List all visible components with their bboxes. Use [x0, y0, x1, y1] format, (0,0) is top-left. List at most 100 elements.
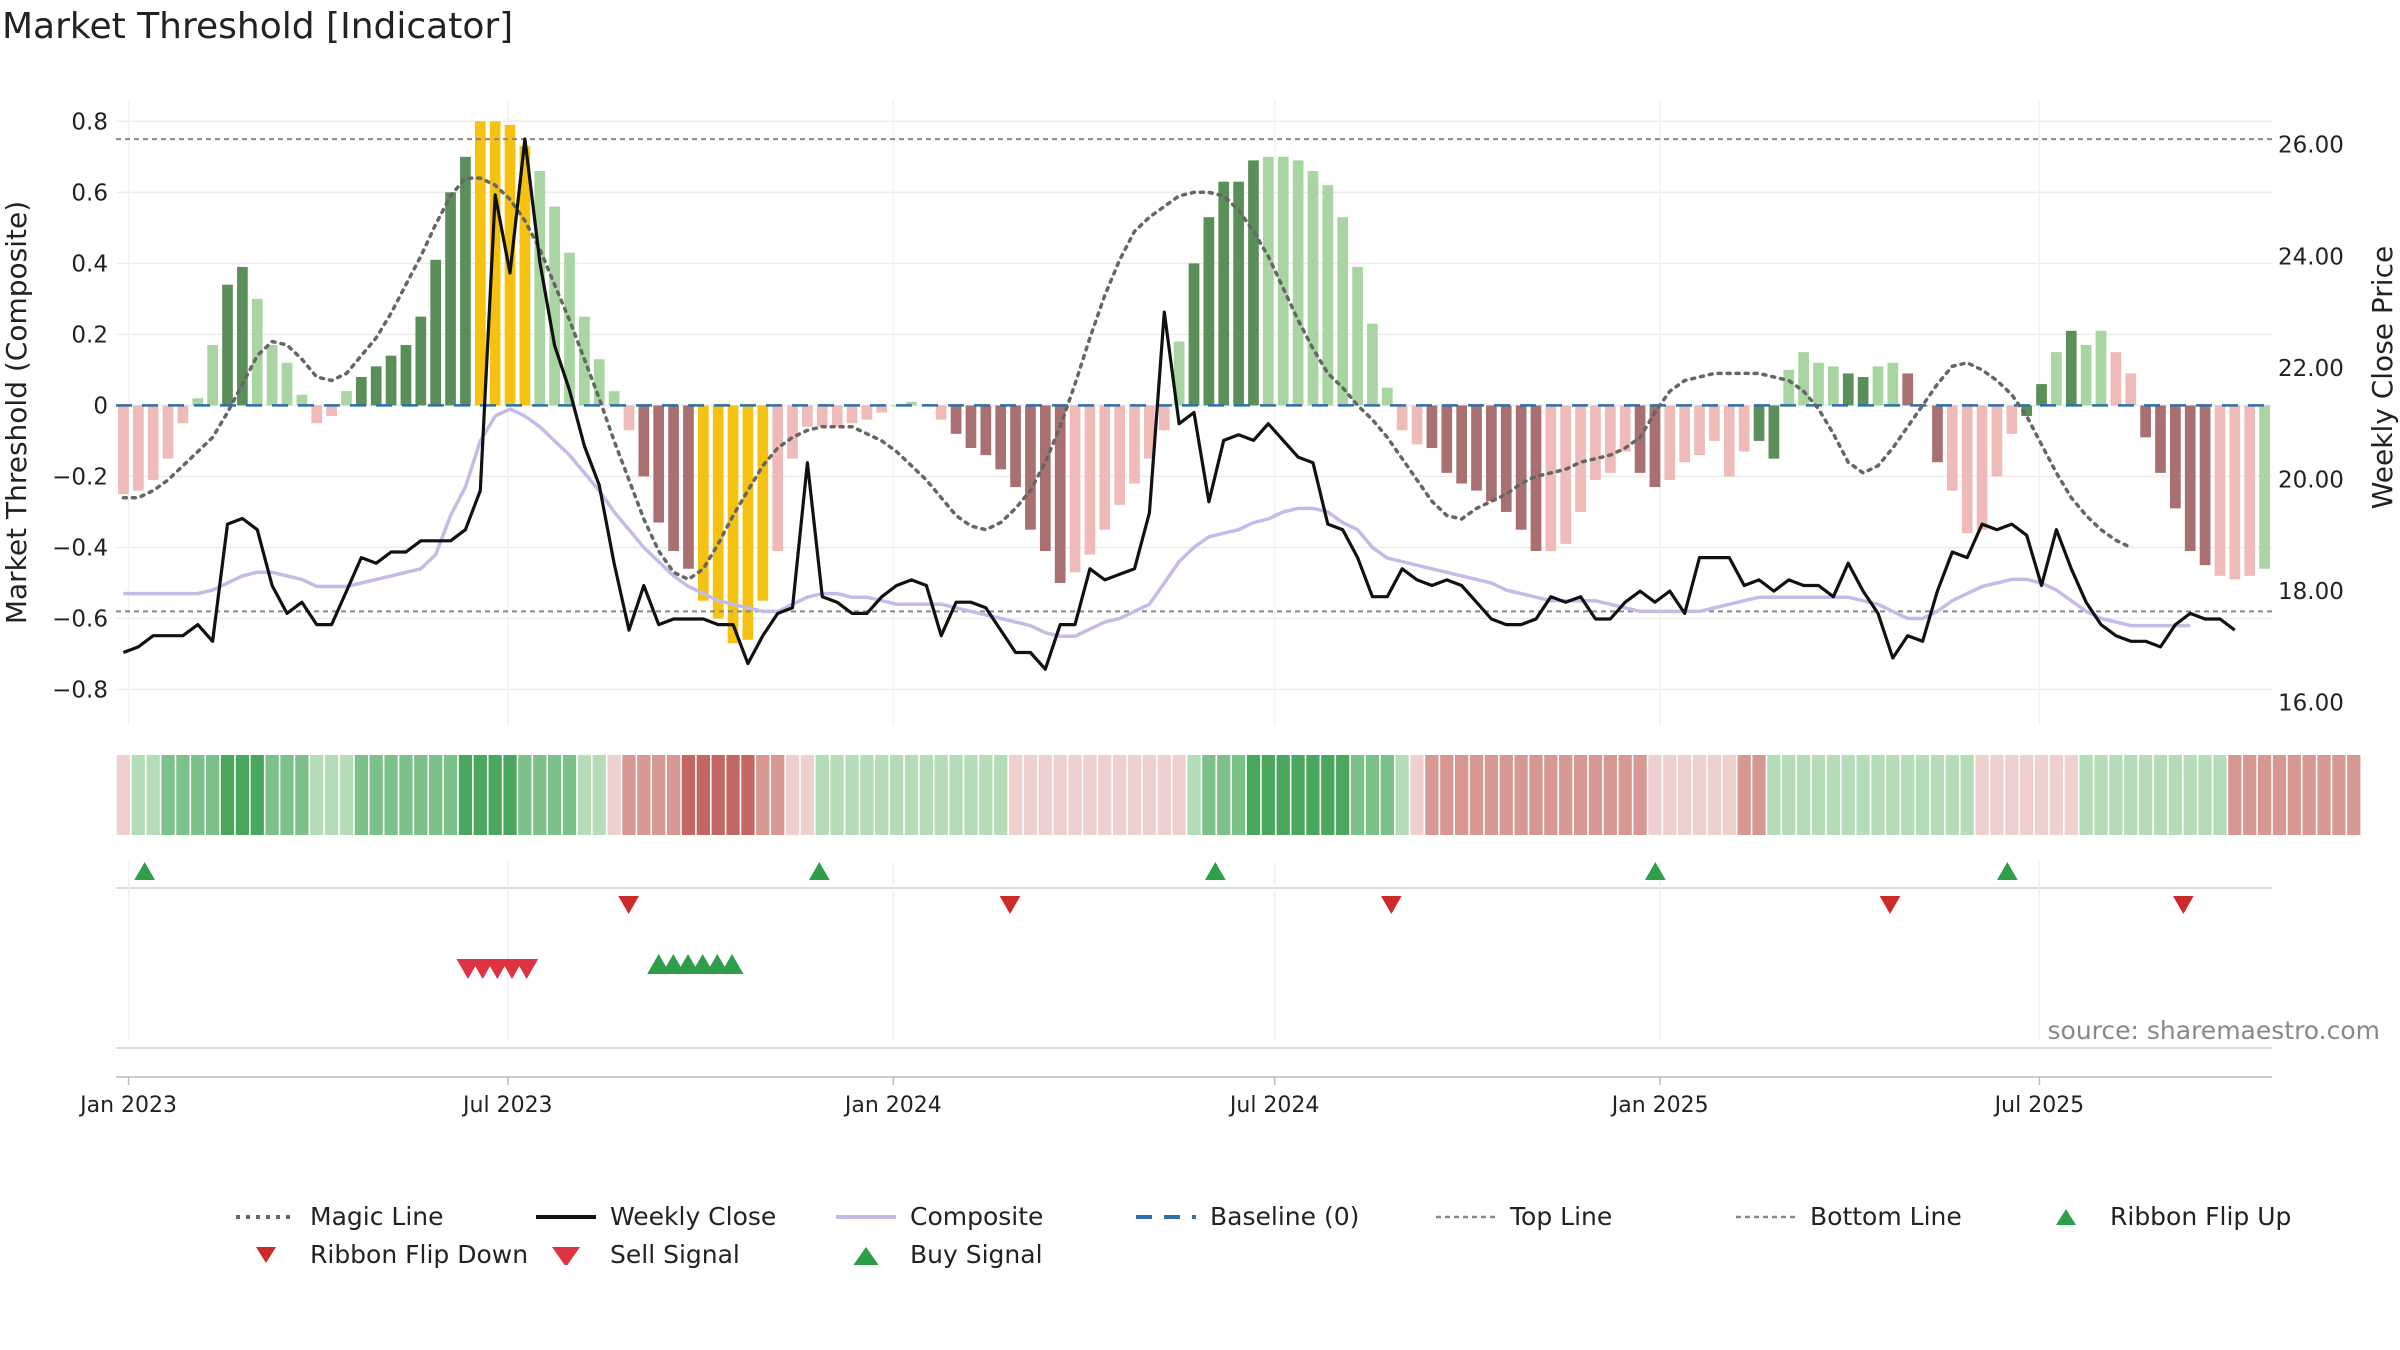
histogram-bar — [1828, 366, 1839, 406]
legend-label: Ribbon Flip Down — [310, 1240, 529, 1269]
histogram-bar — [192, 398, 204, 406]
x-tick-label: Jul 2024 — [1228, 1093, 1320, 1118]
histogram-bar — [1887, 362, 1899, 406]
y2-tick-label: 20.00 — [2278, 467, 2344, 493]
ribbon-cell — [1960, 755, 1974, 835]
ribbon-cell — [1603, 755, 1617, 835]
ribbon-cell — [265, 755, 279, 835]
composite-swatch — [836, 1214, 896, 1219]
histogram-bar — [1039, 405, 1051, 551]
ribbon-cell — [1678, 755, 1692, 835]
ribbon-flip-down-icon — [618, 896, 640, 914]
histogram-bar — [2184, 405, 2196, 551]
histogram-bar — [1575, 405, 1586, 512]
histogram-bar — [177, 405, 189, 424]
histogram-bar — [251, 298, 263, 406]
buy-signal-icon — [853, 1246, 879, 1265]
ribbon-cell — [2049, 755, 2064, 835]
histogram-bar — [1783, 369, 1795, 406]
histogram-bar — [296, 394, 308, 406]
histogram-bar — [385, 355, 397, 406]
histogram-bar — [593, 359, 605, 406]
histogram-bars — [118, 121, 2270, 644]
histogram-bar — [341, 391, 352, 406]
ribbon-cell — [1930, 755, 1945, 835]
histogram-bar — [1188, 263, 1200, 406]
ribbon-cell — [800, 755, 815, 835]
histogram-bar — [489, 121, 501, 406]
ribbon-cell — [1365, 755, 1380, 835]
histogram-bar — [2080, 345, 2092, 406]
ribbon-cell — [1023, 755, 1038, 835]
ribbon-cell — [696, 755, 710, 835]
ribbon-cell — [1395, 755, 1409, 835]
histogram-bar — [370, 366, 382, 406]
ribbon-cell — [2168, 755, 2182, 835]
ribbon-cell — [1915, 755, 1930, 835]
histogram-bar — [906, 401, 917, 406]
x-tick-label: Jan 2023 — [78, 1093, 177, 1118]
ribbon-cell — [2332, 755, 2346, 835]
ribbon-cell — [2005, 755, 2019, 835]
histogram-bar — [2065, 330, 2077, 406]
histogram-bar — [1486, 405, 1497, 502]
ribbon-cell — [146, 755, 160, 835]
histogram-bar — [445, 192, 456, 406]
ribbon-cell — [1127, 755, 1142, 835]
ribbon-cell — [1648, 755, 1662, 835]
histogram-bar — [2036, 384, 2047, 406]
legend-label: Weekly Close — [610, 1202, 777, 1231]
ribbon-flip-up-icon — [1996, 862, 2018, 880]
histogram-bar — [1530, 405, 1542, 551]
ribbon-flip-down-icon — [1380, 896, 1402, 914]
ribbon-cell — [1782, 755, 1796, 835]
histogram-bar — [534, 171, 546, 406]
histogram-bar — [1768, 405, 1780, 459]
sell-signal-icon — [500, 959, 524, 979]
histogram-bar — [2169, 405, 2181, 509]
ribbon-cell — [1231, 755, 1246, 835]
histogram-bar — [147, 405, 159, 480]
ribbon-cell — [845, 755, 859, 835]
ribbon-cell — [577, 755, 592, 835]
ribbon-cell — [1722, 755, 1736, 835]
ribbon-cell — [1707, 755, 1722, 835]
histogram-bar — [623, 405, 635, 431]
buy-signal-icon — [647, 954, 671, 974]
histogram-bar — [1664, 405, 1676, 480]
histogram-bar — [1426, 405, 1438, 449]
histogram-bar — [1545, 405, 1557, 551]
histogram-bar — [1099, 405, 1111, 530]
histogram-bar — [1991, 405, 2003, 477]
legend-item-weekly-close: Weekly Close — [536, 1202, 776, 1231]
ribbon-cell — [711, 755, 725, 835]
histogram-bar — [2244, 405, 2256, 576]
ribbon-cell — [429, 755, 443, 835]
ribbon-cell — [2109, 755, 2123, 835]
histogram-bar — [816, 405, 828, 427]
ribbon-cell — [1157, 755, 1171, 835]
ribbon-cell — [1350, 755, 1365, 835]
histogram-bar — [831, 405, 843, 427]
series-lines — [116, 137, 2272, 671]
histogram-bar — [712, 405, 724, 619]
histogram-bar — [2229, 405, 2241, 580]
y2-tick-label: 18.00 — [2278, 579, 2344, 605]
ribbon-cell — [310, 755, 324, 835]
histogram-bar — [1129, 405, 1140, 484]
ribbon-cell — [2302, 755, 2316, 835]
y-axis-label: Market Threshold (Composite) — [0, 201, 33, 624]
histogram-bar — [1515, 405, 1527, 530]
ribbon-cell — [919, 755, 933, 835]
ribbon-cell — [830, 755, 844, 835]
baseline-swatch — [1136, 1214, 1196, 1219]
histogram-bar — [757, 405, 769, 601]
ribbon-cell — [1336, 755, 1350, 835]
histogram-bar — [430, 259, 442, 406]
y-tick-label: −0.2 — [52, 464, 108, 490]
ribbon-flip-up-icon — [2056, 1208, 2076, 1225]
histogram-bar — [1946, 405, 1958, 491]
histogram-bar — [1679, 405, 1691, 463]
ribbon-cell — [488, 755, 502, 835]
ribbon-cell — [622, 755, 636, 835]
